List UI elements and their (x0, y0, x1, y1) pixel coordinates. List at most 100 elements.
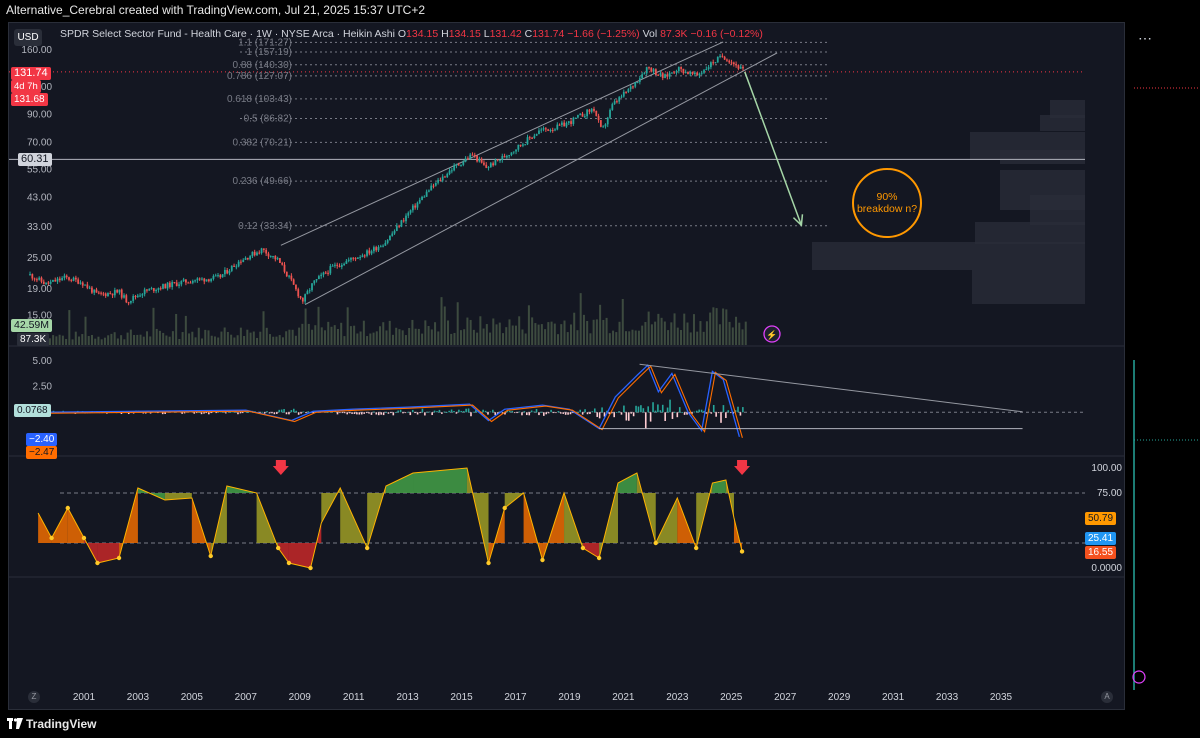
lightning-icon[interactable] (763, 325, 781, 343)
macd-histogram-bar (370, 412, 373, 415)
volume-bar (107, 335, 110, 345)
volume-bar (388, 320, 391, 345)
macd-histogram-bar (433, 410, 436, 413)
osc-signal-dot (81, 535, 87, 541)
volume-bar (718, 324, 721, 345)
macd-histogram-bar (356, 412, 358, 415)
osc-signal-dot (308, 565, 313, 571)
candle (590, 108, 593, 112)
macd-histogram-bar (394, 412, 397, 413)
candle (716, 56, 719, 63)
macd-histogram-bar (620, 412, 623, 415)
time-tick-label: 2031 (882, 692, 905, 703)
osc-area-segment (386, 473, 414, 493)
candle (373, 247, 375, 252)
candle (696, 72, 699, 76)
candle (262, 248, 265, 250)
candle (522, 144, 524, 146)
macd-histogram-bar (399, 409, 402, 413)
candle (324, 272, 327, 274)
volume-bar (285, 331, 288, 345)
volume-bar (631, 329, 634, 345)
volume-bar (618, 321, 621, 345)
macd-histogram-bar (421, 408, 424, 413)
macd-histogram-bar (593, 408, 596, 413)
candle (340, 265, 343, 267)
volume-bar (731, 327, 734, 345)
more-dots-icon[interactable]: ⋯ (1138, 30, 1153, 46)
macd-histogram-bar (496, 412, 499, 414)
volume-bar (427, 326, 430, 345)
breakdown-annotation[interactable]: 90% breakdow n? (852, 168, 922, 238)
candle (625, 91, 627, 93)
price-tick-label: 43.00 (27, 192, 52, 203)
candle (671, 72, 673, 74)
volume-bar (686, 322, 689, 345)
candle (276, 258, 279, 260)
osc-area-segment (278, 543, 289, 563)
candle (196, 278, 199, 281)
candle (173, 282, 176, 284)
price-tick-label: 19.00 (27, 284, 52, 295)
volume-bar (162, 332, 165, 345)
volume-bar (537, 324, 540, 345)
macd-histogram-bar (312, 412, 315, 414)
auto-scale-button[interactable]: A (1101, 691, 1113, 703)
macd-histogram-bar (205, 412, 208, 414)
candle (531, 137, 533, 139)
macd-histogram-bar (509, 410, 511, 413)
volume-bar (676, 327, 679, 345)
macd-histogram-bar (664, 412, 666, 421)
time-tick-label: 2017 (504, 692, 527, 703)
macd-histogram-bar (705, 412, 708, 414)
candle (616, 101, 618, 103)
candle (643, 73, 646, 75)
candle (331, 265, 334, 267)
macd-histogram-bar (200, 412, 203, 415)
macd-histogram-bar (392, 412, 395, 416)
macd-histogram-bar (414, 412, 416, 414)
candle (494, 159, 497, 166)
volume-bar (582, 314, 585, 345)
volume-bar (136, 334, 139, 345)
candle (599, 120, 602, 127)
volume-bar (644, 322, 647, 345)
osc-area-segment (582, 543, 600, 558)
candle (505, 155, 508, 158)
candle (290, 275, 293, 280)
volume-bar (165, 335, 168, 345)
legend-low: 131.42 (489, 28, 522, 40)
volume-bar (722, 308, 725, 345)
macd-histogram-bar (501, 412, 504, 414)
candle (164, 284, 167, 289)
candle (583, 116, 586, 118)
candle (544, 128, 547, 130)
volume-bar (712, 307, 715, 345)
macd-histogram-bar (530, 410, 533, 413)
volume-bar (540, 324, 543, 345)
candle (737, 65, 740, 69)
side-lightning-icon[interactable] (1132, 670, 1146, 684)
volume-bar (446, 320, 449, 345)
macd-signal-line (41, 365, 743, 438)
macd-histogram-bar (164, 412, 166, 414)
macd-histogram-bar (232, 411, 234, 413)
macd-histogram-bar (652, 402, 654, 413)
volume-bar (437, 331, 440, 345)
volume-bar (492, 318, 495, 345)
z-button[interactable]: Z (28, 691, 40, 703)
candle (710, 62, 712, 68)
macd-histogram-bar (472, 411, 475, 413)
macd-line (38, 364, 741, 437)
time-tick-label: 2007 (235, 692, 258, 703)
candle (288, 275, 290, 277)
currency-button[interactable]: USD (14, 29, 42, 46)
macd-histogram-bar (703, 410, 705, 413)
time-tick-label: 2025 (720, 692, 743, 703)
candle (476, 155, 478, 162)
candle (414, 205, 417, 208)
volume-bar (194, 337, 197, 345)
candle (439, 179, 442, 181)
osc-area-segment (413, 468, 467, 493)
